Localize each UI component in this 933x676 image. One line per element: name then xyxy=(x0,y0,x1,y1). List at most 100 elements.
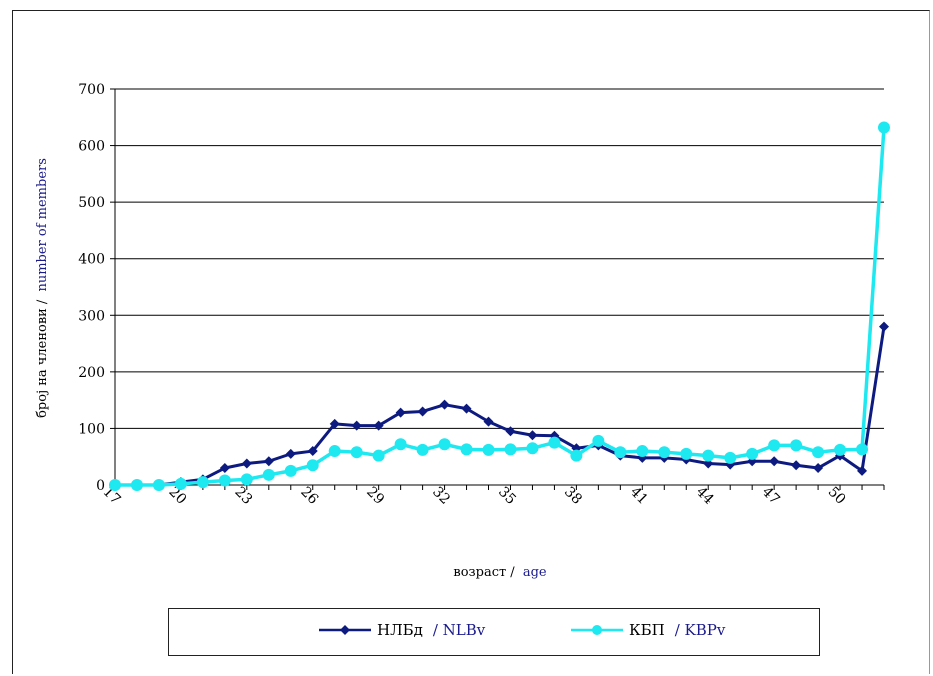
x-axis-title-lat: age xyxy=(523,565,547,580)
data-point xyxy=(372,449,385,462)
data-point xyxy=(417,406,428,417)
x-tick-label: 35 xyxy=(495,484,519,508)
series-lines xyxy=(109,121,890,491)
data-point xyxy=(548,436,561,449)
gridlines xyxy=(115,88,884,429)
data-point xyxy=(791,460,802,471)
data-point xyxy=(702,449,715,462)
legend-label-kbp-lat: / KBPv xyxy=(674,621,726,639)
series-kbp xyxy=(109,121,890,491)
y-tick-label: 0 xyxy=(96,478,105,494)
data-point xyxy=(351,420,362,431)
data-point xyxy=(461,403,472,414)
x-axis-title: возраст / age xyxy=(453,565,547,580)
series-line xyxy=(115,127,886,487)
y-tick-label: 400 xyxy=(78,252,105,268)
data-point xyxy=(152,479,165,491)
data-point xyxy=(306,459,319,472)
data-point xyxy=(526,442,539,455)
data-point xyxy=(856,443,869,456)
x-tick-label: 44 xyxy=(693,484,717,508)
legend-line-kbp-icon xyxy=(571,625,623,635)
data-point xyxy=(174,477,187,490)
legend-entry-kbp: КБП / KBPv xyxy=(571,621,725,639)
x-tick-label: 29 xyxy=(363,484,387,508)
data-point xyxy=(482,443,495,456)
data-point xyxy=(373,420,384,431)
legend-entry-nlb: НЛБд / NLBv xyxy=(319,621,485,639)
y-tick-label: 600 xyxy=(78,139,105,155)
axes xyxy=(110,88,885,490)
x-axis-title-cyr: возраст / xyxy=(453,565,515,580)
x-tick-label: 23 xyxy=(231,484,255,508)
data-point xyxy=(196,476,209,489)
x-tick-labels: 17 20 23 26 29 32 35 38 41 44 47 50 xyxy=(100,484,849,508)
data-point xyxy=(504,443,517,456)
y-tick-label: 500 xyxy=(78,195,105,211)
data-point xyxy=(570,449,583,462)
data-point xyxy=(878,121,890,134)
data-point xyxy=(768,439,781,452)
series-line xyxy=(115,326,886,487)
y-tick-labels: 0 100 200 300 400 500 600 700 xyxy=(78,82,105,494)
data-point xyxy=(109,479,121,491)
data-point xyxy=(483,416,494,427)
data-point xyxy=(658,446,671,459)
data-point xyxy=(394,438,407,451)
y-axis-title-lat: number of members xyxy=(35,158,50,291)
legend: НЛБд / NLBv КБП / KBPv xyxy=(168,608,820,656)
y-tick-label: 100 xyxy=(78,421,105,437)
data-point xyxy=(857,465,868,476)
data-point xyxy=(416,443,429,456)
chart-frame xyxy=(12,10,930,674)
x-tick-label: 50 xyxy=(825,484,849,508)
data-point xyxy=(834,443,847,456)
data-point xyxy=(284,464,297,477)
data-point xyxy=(746,447,759,460)
data-point xyxy=(263,456,274,467)
x-tick-label: 47 xyxy=(759,484,783,508)
data-point xyxy=(636,445,649,458)
y-axis-title: број на членови / number of members xyxy=(35,158,50,418)
data-point xyxy=(614,446,627,459)
data-point xyxy=(680,447,693,460)
x-tick-label: 26 xyxy=(297,484,321,508)
series-nlb xyxy=(110,321,889,490)
data-point xyxy=(240,473,253,486)
legend-line-nlb-icon xyxy=(319,625,371,635)
data-point xyxy=(307,446,318,457)
data-point xyxy=(218,474,231,487)
data-point xyxy=(130,479,143,491)
y-tick-label: 300 xyxy=(78,308,105,324)
data-point xyxy=(328,445,341,458)
data-point xyxy=(790,439,803,452)
data-point xyxy=(527,430,538,441)
data-point xyxy=(285,448,296,459)
data-point xyxy=(460,443,473,456)
data-point xyxy=(439,399,450,410)
data-point xyxy=(812,446,825,459)
data-point xyxy=(592,434,605,447)
x-tick-label: 32 xyxy=(429,484,453,508)
data-point xyxy=(219,463,230,474)
y-tick-label: 700 xyxy=(78,82,105,98)
y-tick-label: 200 xyxy=(78,365,105,381)
data-point xyxy=(505,426,516,437)
y-axis-title-cyr: број на членови / xyxy=(35,299,50,418)
data-point xyxy=(395,407,406,418)
data-point xyxy=(329,418,340,429)
legend-label-kbp-cyr: КБП xyxy=(629,621,665,639)
data-point xyxy=(769,456,780,467)
data-point xyxy=(438,438,451,451)
legend-label-nlb-cyr: НЛБд xyxy=(377,621,423,639)
data-point xyxy=(724,451,737,464)
x-tick-label: 38 xyxy=(561,484,585,508)
data-point xyxy=(241,458,252,469)
data-point xyxy=(879,321,889,332)
legend-label-nlb-lat: / NLBv xyxy=(432,621,486,639)
x-tick-label: 41 xyxy=(627,484,651,508)
data-point xyxy=(262,468,275,481)
data-point xyxy=(350,446,363,459)
data-point xyxy=(813,463,824,474)
